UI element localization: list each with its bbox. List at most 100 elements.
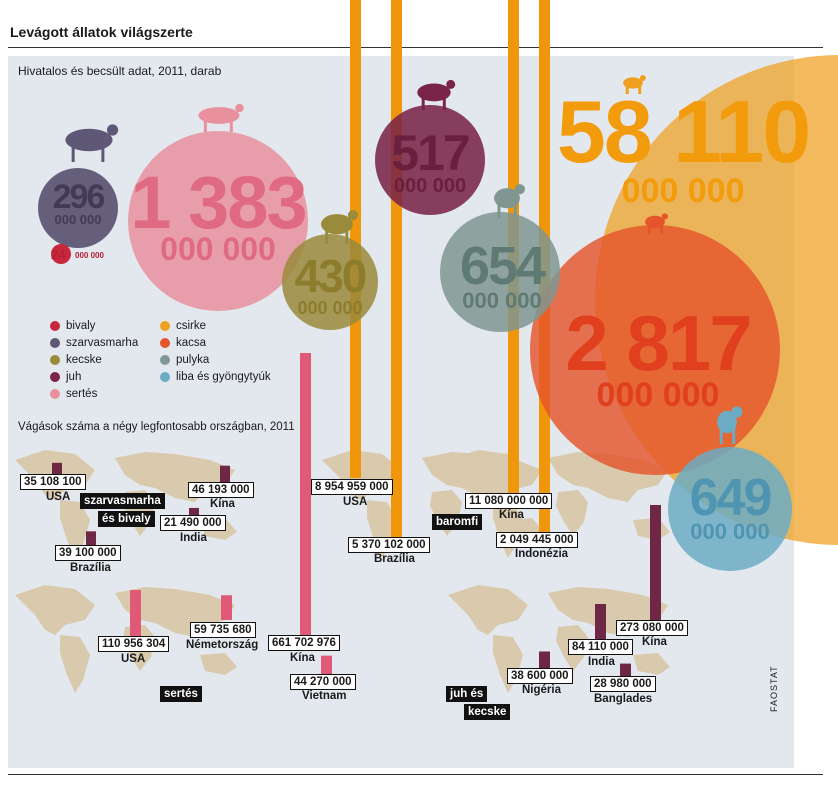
- csirke-value-main: 58 110: [557, 82, 809, 181]
- legend-dot: [50, 338, 60, 348]
- country-label: Kína: [499, 509, 524, 521]
- legend-item-sertes: sertés: [50, 388, 97, 400]
- sheep-goat-bar: [650, 505, 661, 620]
- juh-value-main: 517: [391, 125, 469, 181]
- countries-subtitle: Vágások száma a négy legfontosabb ország…: [18, 421, 295, 433]
- legend-label: szarvasmarha: [66, 337, 139, 349]
- cattle-value-label: 21 490 000: [160, 515, 226, 531]
- juh-icon: [417, 79, 456, 110]
- icon-leg: [203, 120, 207, 132]
- icon-head: [347, 210, 358, 221]
- continent-shape: [15, 585, 95, 635]
- juh-value-sub: 000 000: [394, 175, 466, 197]
- country-label: India: [588, 656, 615, 668]
- legend-label: sertés: [66, 388, 98, 400]
- category-tag-cattle: és bivaly: [98, 511, 155, 527]
- icon-leg: [325, 229, 329, 244]
- legend-dot: [160, 372, 170, 382]
- icon-head: [661, 213, 668, 220]
- legend-dot: [160, 321, 170, 331]
- poultry-value-label: 11 080 000 000: [465, 493, 553, 509]
- country-label: Kína: [210, 498, 235, 510]
- legend-label: csirke: [176, 320, 207, 332]
- icon-body: [417, 83, 451, 102]
- pork-value-label: 110 956 304: [98, 636, 170, 652]
- animal-icons-layer: [65, 75, 743, 444]
- kecske-value-main: 430: [295, 250, 366, 302]
- szarvasmarha-bubble: [38, 168, 118, 248]
- poultry-value-label: 8 954 959 000: [311, 479, 393, 495]
- icon-leg: [101, 146, 105, 162]
- country-label: Banglades: [594, 693, 653, 705]
- icon-leg: [660, 225, 664, 234]
- category-tag-sheep-goat: kecske: [464, 704, 511, 720]
- country-label: Indonézia: [515, 548, 569, 560]
- continent-shape: [448, 585, 528, 635]
- icon-head: [446, 79, 456, 89]
- sheep-goat-value-label: 273 080 000: [616, 620, 688, 636]
- legend-item-kecske: kecske: [50, 354, 102, 366]
- icon-body: [623, 77, 643, 89]
- country-label: India: [180, 532, 207, 544]
- pork-bar: [300, 353, 311, 636]
- szarvasmarha-value-main: 296: [53, 178, 105, 216]
- pulyka-value-sub: 000 000: [462, 288, 542, 313]
- icon-body: [65, 128, 113, 152]
- country-label: Németország: [186, 639, 259, 651]
- kecske-bubble: [282, 234, 378, 330]
- pork-bar: [321, 655, 332, 674]
- cattle-bar: [86, 531, 96, 546]
- cattle-bar: [220, 465, 230, 483]
- poultry-value-label: 5 370 102 000: [348, 537, 430, 553]
- category-tag-sheep-goat: juh és: [446, 686, 488, 702]
- kacsa-bubble: [530, 225, 780, 475]
- chart-subtitle: Hivatalos és becsült adat, 2011, darab: [18, 64, 222, 78]
- country-label: Brazília: [70, 562, 111, 574]
- legend-label: juh: [66, 371, 82, 383]
- legend-item-bivaly: bivaly: [50, 320, 95, 332]
- bivaly-bubble: [51, 244, 71, 264]
- sertes-value-sub: 000 000: [160, 231, 276, 267]
- icon-head: [106, 124, 119, 136]
- liba-icon: [717, 406, 743, 444]
- sheep-goat-value-label: 38 600 000: [507, 668, 573, 684]
- poultry-bar: [350, 0, 361, 478]
- sheep-goat-bar: [539, 651, 550, 668]
- icon-leg: [229, 120, 233, 132]
- pork-bar: [130, 590, 141, 636]
- liba-value-main: 649: [690, 469, 771, 527]
- bottom-divider: [8, 774, 823, 775]
- icon-leg: [638, 86, 642, 94]
- legend-label: pulyka: [176, 354, 210, 366]
- poultry-bar: [391, 0, 402, 538]
- legend-item-liba: liba és gyöngytyúk: [160, 371, 271, 383]
- sertes-value-main: 1 383: [130, 161, 305, 244]
- country-label: USA: [46, 491, 71, 503]
- csirke-value-sub: 000 000: [622, 172, 745, 210]
- cattle-value-label: 46 193 000: [188, 482, 254, 498]
- bubbles-layer: [38, 55, 838, 571]
- continent-shape: [556, 490, 588, 536]
- bivaly-value-sub: 000 000: [75, 251, 104, 260]
- continent-shape: [60, 635, 90, 693]
- legend-dot: [160, 338, 170, 348]
- legend-item-kacsa: kacsa: [160, 337, 206, 349]
- legend-dot: [50, 389, 60, 399]
- icon-leg: [513, 203, 517, 218]
- legend-dot: [50, 321, 60, 331]
- legend-item-szarvasmarha: szarvasmarha: [50, 337, 138, 349]
- icon-leg: [497, 203, 501, 218]
- bivaly-value-main: 24: [51, 247, 66, 262]
- szarvasmarha-value-sub: 000 000: [55, 212, 102, 227]
- icon-body: [717, 410, 737, 434]
- cattle-bar: [52, 462, 62, 476]
- pork-value-label: 59 735 680: [190, 622, 256, 638]
- icon-body: [321, 214, 353, 235]
- icon-leg: [647, 225, 651, 234]
- top-divider: [8, 47, 823, 48]
- cattle-value-label: 35 108 100: [20, 474, 86, 490]
- pulyka-icon: [494, 184, 525, 218]
- icon-leg: [71, 146, 75, 162]
- continent-shape: [633, 653, 670, 675]
